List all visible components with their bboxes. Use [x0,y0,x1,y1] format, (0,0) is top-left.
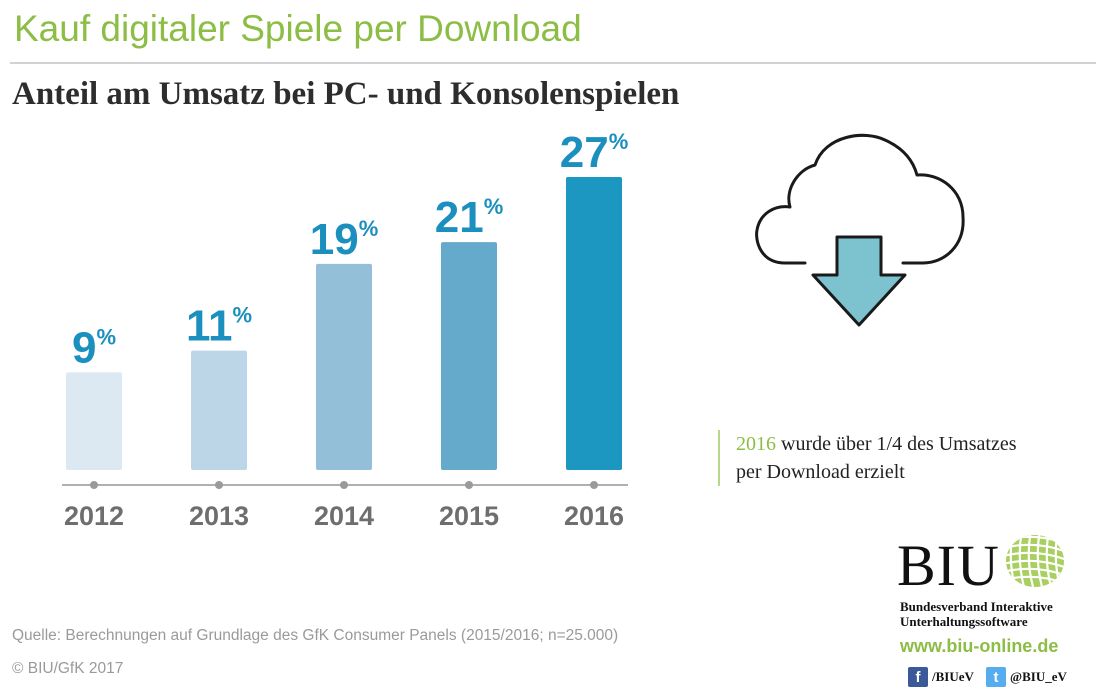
facebook-handle: /BIUeV [932,669,974,684]
data-label-2015: 21% [435,193,504,242]
header-divider [10,62,1096,64]
tick-mark-2012 [90,481,98,489]
x-tick-label-2015: 2015 [439,501,499,531]
page-title: Kauf digitaler Spiele per Download [14,8,582,49]
bar-2016 [566,177,622,470]
twitter-icon: t [986,667,1006,687]
website-link[interactable]: www.biu-online.de [900,636,1059,656]
data-label-2016: 27% [560,128,629,177]
twitter-handle: @BIU_eV [1010,669,1067,684]
bar-2013 [191,350,247,470]
data-label-2014: 19% [310,215,379,264]
bar-2015 [441,242,497,470]
chart-subtitle: Anteil am Umsatz bei PC- und Konsolenspi… [12,76,680,112]
bar-chart: 9% 2012 11% 2013 19% 2014 21% 2015 27% 2016 [62,128,629,531]
tick-mark-2013 [215,481,223,489]
tick-mark-2015 [465,481,473,489]
biu-full-name-line-1: Bundesverband Interaktive [900,599,1053,614]
callout-year: 2016 [736,433,776,455]
twitter-link[interactable]: t @BIU_eV [986,667,1067,687]
globe-logo-icon [1006,535,1064,587]
facebook-icon: f [908,667,928,687]
tick-mark-2016 [590,481,598,489]
data-label-2013: 11% [186,302,252,351]
callout-line-2: per Download erzielt [736,461,905,483]
x-tick-label-2012: 2012 [64,501,124,531]
x-tick-label-2013: 2013 [189,501,249,531]
copyright-note: © BIU/GfK 2017 [12,660,124,677]
data-label-2012: 9% [72,323,116,372]
biu-full-name-line-2: Unterhaltungssoftware [900,614,1028,629]
bar-2014 [316,263,372,470]
facebook-link[interactable]: f /BIUeV [908,667,974,687]
bar-2012 [66,372,122,470]
x-tick-label-2014: 2014 [314,501,374,531]
download-arrow-icon [811,235,907,327]
biu-logo-text: BIU [897,533,1000,598]
source-note: Quelle: Berechnungen auf Grundlage des G… [12,627,619,644]
x-tick-label-2016: 2016 [564,501,624,531]
callout-line-1-text: wurde über 1/4 des Umsatzes [776,433,1017,455]
callout-line-1: 2016 wurde über 1/4 des Umsatzes [736,430,1017,458]
biu-full-name: Bundesverband Interaktive Unterhaltungss… [900,599,1053,629]
callout-box: 2016 wurde über 1/4 des Umsatzes per Dow… [718,430,1017,486]
cloud-download-icon [755,133,965,327]
tick-mark-2014 [340,481,348,489]
